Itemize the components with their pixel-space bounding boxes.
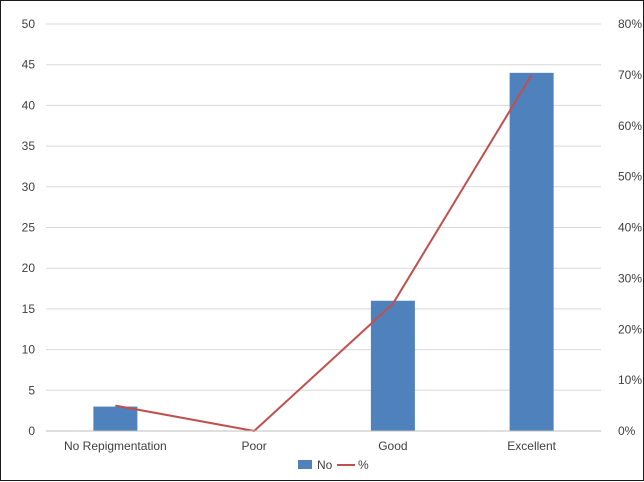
legend-swatch-bar bbox=[298, 460, 312, 469]
y-axis-left: 0 5 10 15 20 25 30 35 40 45 50 bbox=[22, 17, 36, 438]
y2-tick-label: 30% bbox=[618, 271, 642, 285]
legend-label-bar: No bbox=[317, 458, 333, 472]
y-tick-label: 30 bbox=[22, 180, 36, 194]
gridlines bbox=[46, 23, 601, 391]
bar-series bbox=[93, 72, 554, 431]
y2-tick-label: 50% bbox=[618, 170, 642, 184]
y-tick-label: 25 bbox=[22, 221, 36, 235]
y2-tick-label: 70% bbox=[618, 68, 642, 82]
x-tick-label: Good bbox=[378, 439, 407, 453]
y-tick-label: 10 bbox=[22, 343, 36, 357]
x-tick-label: Excellent bbox=[507, 439, 556, 453]
y2-tick-label: 40% bbox=[618, 221, 642, 235]
x-axis: No Repigmentation Poor Good Excellent bbox=[46, 430, 601, 453]
bar bbox=[509, 72, 554, 431]
legend-label-line: % bbox=[358, 458, 369, 472]
y-axis-right: 0% 10% 20% 30% 40% 50% 60% 70% 80% bbox=[618, 17, 642, 438]
y-tick-label: 50 bbox=[22, 17, 36, 31]
y-tick-label: 45 bbox=[22, 58, 36, 72]
x-tick-label: No Repigmentation bbox=[64, 439, 167, 453]
y2-tick-label: 0% bbox=[618, 424, 636, 438]
y2-tick-label: 80% bbox=[618, 17, 642, 31]
y-tick-label: 40 bbox=[22, 98, 36, 112]
bar bbox=[370, 300, 415, 431]
y-tick-label: 20 bbox=[22, 261, 36, 275]
y-tick-label: 0 bbox=[28, 424, 35, 438]
bar bbox=[93, 406, 138, 431]
y2-tick-label: 10% bbox=[618, 373, 642, 387]
y-tick-label: 35 bbox=[22, 139, 36, 153]
percent-line bbox=[115, 74, 533, 432]
legend: No % bbox=[298, 458, 369, 472]
x-tick-label: Poor bbox=[241, 439, 266, 453]
y2-tick-label: 60% bbox=[618, 119, 642, 133]
line-series bbox=[115, 74, 533, 432]
y2-tick-label: 20% bbox=[618, 322, 642, 336]
y-tick-label: 5 bbox=[28, 383, 35, 397]
y-tick-label: 15 bbox=[22, 302, 36, 316]
